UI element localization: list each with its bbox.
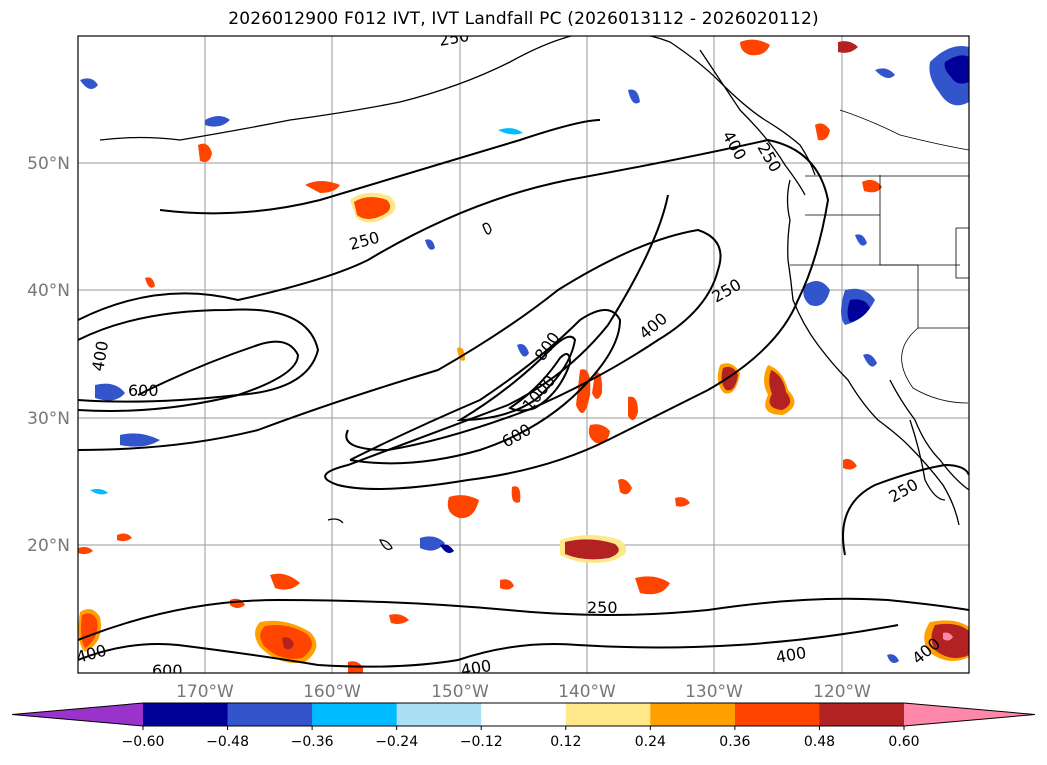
contour-label: 600 xyxy=(152,661,183,680)
lon-label: 130°W xyxy=(685,682,743,702)
longitude-labels: 170°W 160°W 150°W 140°W 130°W 120°W xyxy=(176,682,871,702)
contour-400-bottom xyxy=(78,624,899,668)
contour-400-inner xyxy=(78,228,722,452)
colorbar-segment xyxy=(650,703,736,726)
colorbar-extension-low xyxy=(12,703,143,726)
colorbar-tick-label: −0.48 xyxy=(206,734,249,750)
colorbar-segment xyxy=(143,703,229,726)
contour-600-west xyxy=(78,340,300,412)
contour-label: 600 xyxy=(128,381,159,400)
map-title: 2026012900 F012 IVT, IVT Landfall PC (20… xyxy=(228,9,819,29)
lon-label: 150°W xyxy=(431,682,489,702)
colorbar-tick-label: 0.12 xyxy=(550,734,581,750)
lon-label: 160°W xyxy=(303,682,361,702)
contour-250-northpac xyxy=(159,119,601,215)
colorbar-segment xyxy=(819,703,905,726)
colorbar-tick-label: −0.24 xyxy=(375,734,418,750)
colorbar-tick-label: 0.24 xyxy=(635,734,666,750)
latitude-labels: 50°N 40°N 30°N 20°N xyxy=(27,154,70,556)
colorbar-tick-label: 0.48 xyxy=(804,734,835,750)
colorbar-tick-label: 0.36 xyxy=(719,734,750,750)
colorbar-segment xyxy=(396,703,482,726)
lat-label: 40°N xyxy=(27,281,70,301)
coastlines xyxy=(99,36,969,551)
contour-label: 400 xyxy=(459,656,492,680)
colorbar: −0.60 −0.48 −0.36 −0.24 −0.12 0.12 0.24 0.36 0.4… xyxy=(11,702,1036,750)
pc-shading xyxy=(78,39,969,673)
contour-400-south xyxy=(78,308,320,403)
colorbar-tick-label: −0.60 xyxy=(122,734,165,750)
contour-1000-core xyxy=(508,353,572,412)
colorbar-segment xyxy=(312,703,398,726)
colorbar-extension-high xyxy=(904,703,1035,726)
contour-label: 250 xyxy=(587,598,618,617)
colorbar-segment xyxy=(565,703,651,726)
lon-label: 140°W xyxy=(558,682,616,702)
contour-250-southeast xyxy=(842,463,969,556)
contour-600-core xyxy=(349,309,622,465)
lon-label: 120°W xyxy=(813,682,871,702)
ivt-contours xyxy=(78,119,969,668)
lat-label: 50°N xyxy=(27,154,70,174)
colorbar-segment xyxy=(481,703,567,726)
colorbar-segment xyxy=(227,703,313,726)
map-frame xyxy=(77,35,970,674)
contour-250-north xyxy=(78,138,830,490)
lat-label: 20°N xyxy=(27,536,70,556)
lat-label: 30°N xyxy=(27,409,70,429)
colorbar-tick-label: −0.12 xyxy=(460,734,503,750)
colorbar-segment xyxy=(734,703,820,726)
lon-label: 170°W xyxy=(176,682,234,702)
colorbar-tick-label: 0.60 xyxy=(888,734,919,750)
contour-250-south xyxy=(78,597,969,641)
colorbar-tick-label: −0.36 xyxy=(291,734,334,750)
